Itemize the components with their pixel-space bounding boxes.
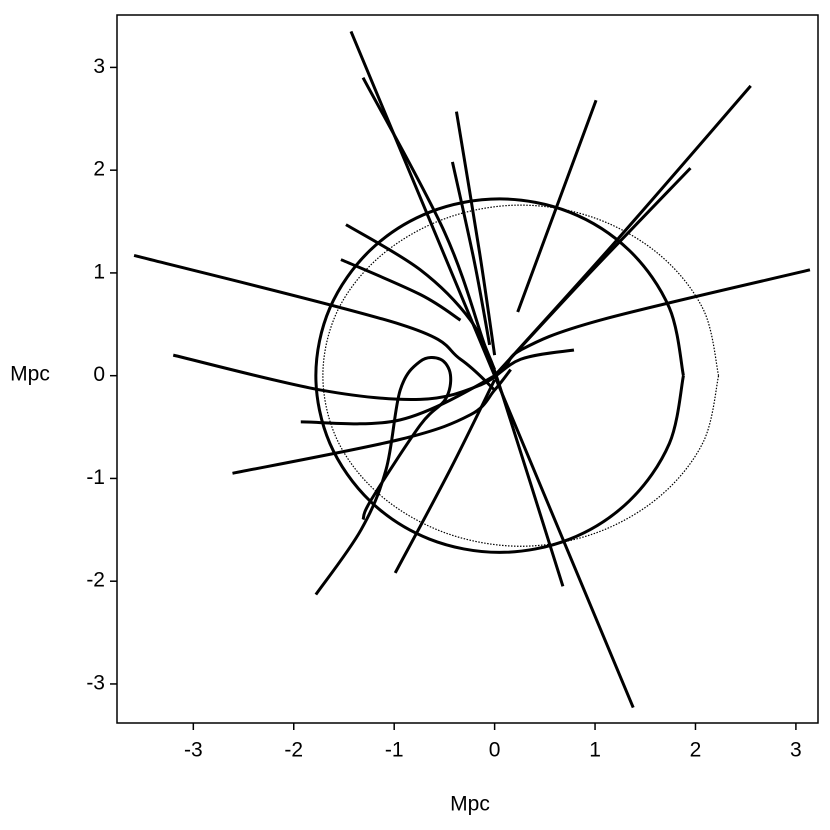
plot-frame — [116, 14, 819, 724]
y-tick-label: -1 — [86, 466, 105, 489]
trajectory — [133, 254, 496, 392]
trajectory — [345, 223, 496, 371]
trajectory — [340, 258, 462, 322]
trajectory — [314, 356, 453, 596]
y-tick-label: -3 — [86, 671, 105, 694]
trajectory — [450, 161, 492, 346]
trajectory — [393, 379, 496, 574]
y-tick-label: 1 — [93, 260, 105, 283]
trajectory — [172, 348, 575, 401]
x-tick-label: -3 — [184, 739, 203, 762]
trajectory — [322, 204, 720, 547]
y-tick-label: 2 — [93, 158, 105, 181]
x-tick-label: 3 — [790, 739, 802, 762]
trajectory — [314, 197, 685, 554]
x-tick-label: 1 — [589, 739, 601, 762]
x-tick-label: 2 — [690, 739, 702, 762]
x-axis-label: Mpc — [450, 793, 490, 816]
y-tick-label: -2 — [86, 569, 105, 592]
x-tick-label: 0 — [489, 739, 501, 762]
y-tick-label: 3 — [93, 55, 105, 78]
x-tick-label: -2 — [284, 739, 303, 762]
y-tick-label: 0 — [93, 363, 105, 386]
trajectory — [454, 111, 497, 356]
trajectory — [232, 368, 512, 475]
trajectory — [300, 268, 811, 426]
x-tick-label: -1 — [385, 739, 404, 762]
y-axis-label: Mpc — [10, 363, 50, 386]
